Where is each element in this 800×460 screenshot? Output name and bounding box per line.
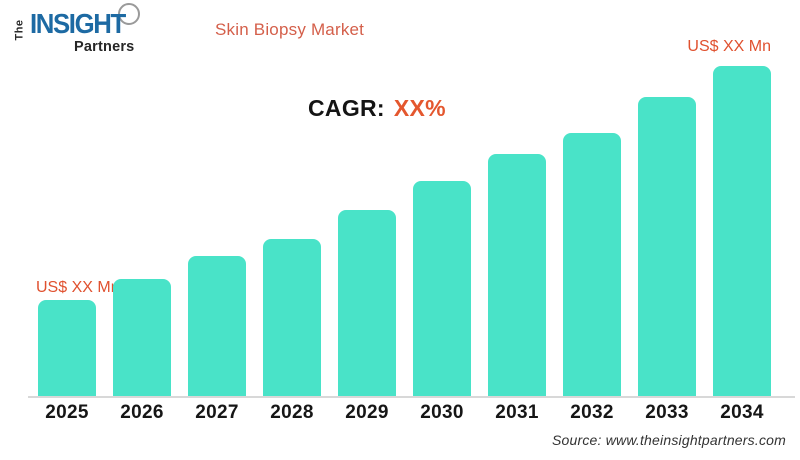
magnifier-icon <box>118 3 140 25</box>
x-axis-labels: 2025 2026 2027 2028 2029 2030 2031 2032 2033 2034 <box>38 402 771 424</box>
x-tick-2032: 2032 <box>570 402 614 423</box>
cagr-annotation: CAGR: XX% <box>308 95 446 122</box>
logo-partners-text: Partners <box>74 39 135 55</box>
bar-2029 <box>338 210 396 396</box>
cagr-value: XX% <box>393 95 446 121</box>
logo-insight-text: INSIGHT <box>30 8 126 39</box>
page-title: Skin Biopsy Market <box>215 20 365 39</box>
bar-2034 <box>713 66 771 396</box>
bar-2027 <box>188 256 246 396</box>
bar-2031 <box>488 154 546 396</box>
x-tick-2030: 2030 <box>420 402 464 423</box>
bar-2025 <box>38 300 96 396</box>
x-tick-2031: 2031 <box>495 402 539 423</box>
bar-2028 <box>263 239 321 396</box>
value-label-2034: US$ XX Mn <box>687 38 771 55</box>
x-tick-2033: 2033 <box>645 402 689 423</box>
x-tick-2028: 2028 <box>270 402 314 423</box>
x-tick-2025: 2025 <box>45 402 89 423</box>
cagr-label: CAGR: <box>308 95 385 121</box>
bar-2026 <box>113 279 171 396</box>
x-tick-2026: 2026 <box>120 402 164 423</box>
x-axis-line <box>28 396 795 398</box>
x-tick-2027: 2027 <box>195 402 239 423</box>
x-tick-2034: 2034 <box>720 402 764 423</box>
x-tick-2029: 2029 <box>345 402 389 423</box>
value-label-2025: US$ XX Mn <box>36 279 120 296</box>
bar-2030 <box>413 181 471 396</box>
bar-2032 <box>563 133 621 396</box>
bar-2033 <box>638 97 696 396</box>
bar-series <box>38 66 771 396</box>
logo-the-text: The <box>13 19 26 41</box>
source-credit: Source: www.theinsightpartners.com <box>551 432 786 448</box>
insight-partners-logo: The INSIGHT Partners <box>14 3 158 59</box>
